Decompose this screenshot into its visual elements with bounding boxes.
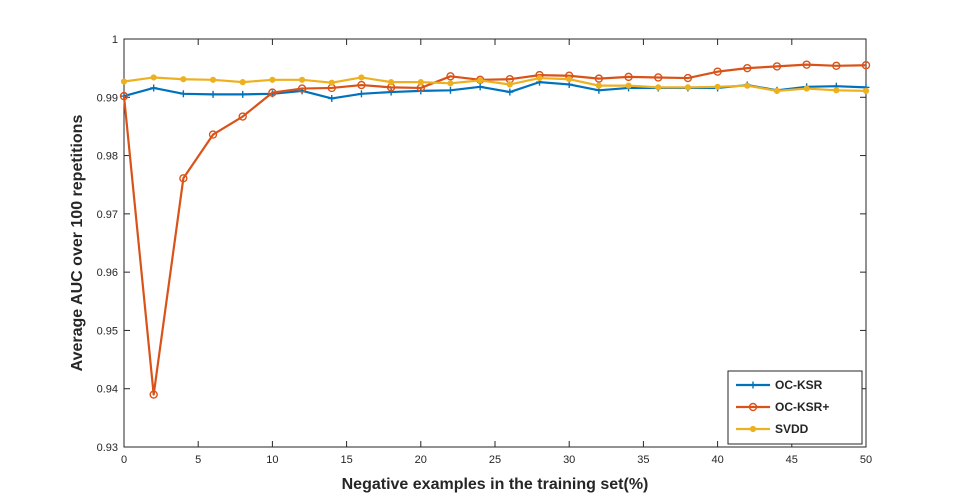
- data-point: [477, 77, 484, 84]
- data-point: [388, 79, 395, 86]
- data-point: [506, 81, 513, 88]
- data-point: [269, 76, 276, 83]
- data-point: [862, 87, 870, 94]
- x-tick-label: 50: [860, 454, 872, 466]
- data-point: [624, 72, 633, 82]
- x-tick-label: 0: [121, 454, 127, 466]
- data-point: [119, 91, 129, 101]
- data-point: [446, 86, 454, 94]
- data-point: [180, 76, 187, 83]
- data-point: [357, 90, 365, 98]
- data-point: [239, 79, 246, 86]
- axis-ticks: 0 5 10 15 20 25 30 35 40 45 50 0.93 0.94 0.95 0.96 0.97…: [97, 34, 873, 466]
- y-tick-label: 0.95: [97, 325, 118, 337]
- y-tick-label: 0.93: [97, 442, 118, 454]
- legend-item: OC-KSR+: [736, 400, 829, 414]
- y-tick-label: 0.97: [97, 209, 118, 221]
- data-point: [476, 83, 484, 91]
- data-point: [833, 87, 840, 94]
- data-point: [209, 76, 217, 83]
- data-point: [179, 90, 187, 98]
- data-point: [832, 61, 841, 71]
- data-point: [209, 90, 217, 98]
- data-point: [566, 76, 573, 83]
- data-point: [802, 60, 811, 69]
- data-point: [625, 82, 632, 89]
- series-svdd: [120, 74, 870, 94]
- data-point: [713, 67, 722, 76]
- data-point: [149, 390, 158, 399]
- data-point: [150, 74, 157, 81]
- series-oc-ksr-: [119, 60, 871, 399]
- y-tick-label: 1: [112, 34, 118, 46]
- y-tick-label: 0.96: [97, 267, 118, 279]
- series-line: [123, 76, 867, 92]
- data-point: [298, 76, 306, 83]
- x-tick-label: 20: [415, 454, 427, 466]
- data-point: [120, 78, 128, 85]
- legend: OC-KSR OC-KSR+ SVDD: [727, 370, 863, 445]
- legend-item: SVDD: [736, 422, 809, 436]
- data-point: [208, 130, 218, 139]
- data-point: [744, 82, 751, 89]
- data-point: [239, 90, 247, 98]
- x-tick-label: 30: [563, 454, 575, 466]
- y-tick-label: 0.99: [97, 92, 118, 104]
- data-point: [238, 112, 247, 121]
- x-axis-label: Negative examples in the training set(%): [342, 476, 649, 493]
- x-tick-label: 5: [195, 454, 201, 466]
- data-point: [446, 72, 455, 81]
- y-axis-label: Average AUC over 100 repetitions: [69, 115, 86, 372]
- data-point: [714, 83, 721, 90]
- data-point: [357, 80, 366, 90]
- data-point: [595, 82, 602, 89]
- data-point: [536, 74, 543, 82]
- legend-label: SVDD: [775, 422, 809, 436]
- legend-label: OC-KSR+: [775, 400, 829, 414]
- data-point: [594, 74, 604, 83]
- data-point: [447, 80, 454, 87]
- x-tick-label: 45: [786, 454, 798, 466]
- data-point: [655, 84, 662, 91]
- data-point: [749, 381, 757, 389]
- data-point: [773, 87, 781, 94]
- x-tick-label: 10: [266, 454, 278, 466]
- data-point: [387, 88, 395, 96]
- series-line: [122, 63, 867, 396]
- x-tick-label: 40: [711, 454, 723, 466]
- data-point: [772, 62, 782, 71]
- data-point: [417, 79, 424, 86]
- y-tick-label: 0.94: [97, 384, 118, 396]
- data-point: [268, 88, 277, 97]
- series-group: [119, 60, 871, 399]
- data-point: [684, 84, 692, 91]
- data-point: [748, 402, 758, 412]
- data-point: [861, 61, 871, 70]
- x-tick-label: 35: [637, 454, 649, 466]
- x-tick-label: 15: [340, 454, 352, 466]
- legend-item: OC-KSR: [736, 378, 823, 392]
- data-point: [328, 94, 336, 102]
- data-point: [328, 79, 335, 86]
- data-point: [654, 73, 663, 82]
- data-point: [683, 73, 693, 83]
- data-point: [743, 63, 752, 73]
- y-tick-label: 0.98: [97, 151, 118, 163]
- data-point: [506, 88, 514, 96]
- legend-label: OC-KSR: [775, 378, 823, 392]
- data-point: [150, 84, 158, 92]
- data-point: [749, 425, 757, 433]
- data-point: [358, 74, 365, 81]
- data-point: [803, 85, 810, 92]
- data-point: [179, 174, 188, 183]
- data-point: [297, 84, 307, 93]
- x-tick-label: 25: [489, 454, 501, 466]
